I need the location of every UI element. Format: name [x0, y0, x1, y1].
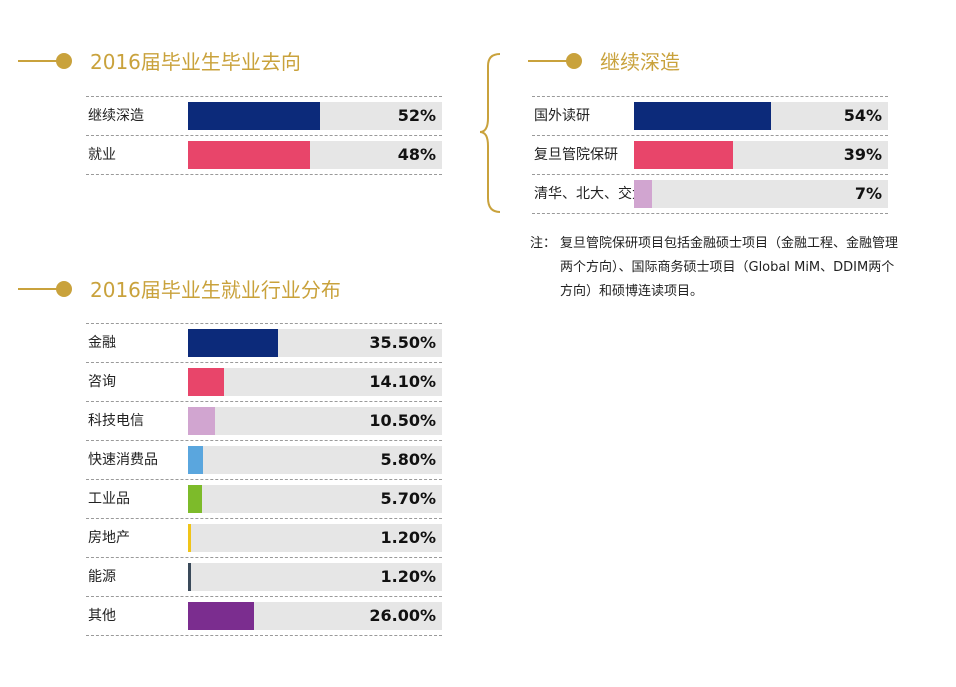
category-label: 金融 [88, 335, 116, 351]
bar [634, 102, 772, 130]
category-label: 就业 [88, 147, 116, 163]
chart-row: 复旦管院保研 39% [532, 136, 888, 175]
industry-title: 2016届毕业生就业行业分布 [18, 274, 341, 303]
bar-track: 10.50% [188, 407, 442, 435]
value-label: 7% [854, 184, 882, 203]
category-label: 能源 [88, 569, 116, 585]
bar-track: 48% [188, 141, 442, 169]
bar [634, 180, 652, 208]
chart-row: 房地产 1.20% [86, 519, 442, 558]
destination-bar-chart: 继续深造 52% 就业 48% [86, 96, 442, 175]
further-study-bar-chart: 国外读研 54% 复旦管院保研 39% 清华、北大、交大 7% [532, 96, 888, 214]
category-label: 咨询 [88, 374, 116, 390]
value-label: 5.70% [380, 489, 436, 508]
bar-track: 1.20% [188, 563, 442, 591]
industry-bar-chart: 金融 35.50% 咨询 14.10% 科技电信 10.50% 快速消费品 5.80% 工业品 5… [86, 323, 442, 636]
bar-track: 52% [188, 102, 442, 130]
chart-row: 能源 1.20% [86, 558, 442, 597]
industry-title-text: 2016届毕业生就业行业分布 [90, 278, 341, 302]
category-label: 其他 [88, 608, 116, 624]
title-line-decoration [528, 59, 568, 62]
category-label: 工业品 [88, 491, 130, 507]
title-dot-icon [56, 280, 72, 297]
bar [188, 524, 192, 552]
category-label: 继续深造 [88, 108, 144, 124]
value-label: 1.20% [380, 528, 436, 547]
destination-title: 2016届毕业生毕业去向 [18, 46, 301, 75]
title-line-decoration [18, 59, 58, 62]
bar-track: 7% [634, 180, 888, 208]
category-label: 科技电信 [88, 413, 144, 429]
bar-track: 35.50% [188, 329, 442, 357]
value-label: 26.00% [369, 606, 436, 625]
bar [188, 563, 192, 591]
value-label: 1.20% [380, 567, 436, 586]
bar [634, 141, 734, 169]
bar [188, 368, 224, 396]
chart-row: 国外读研 54% [532, 96, 888, 136]
bar [188, 446, 203, 474]
chart-row: 工业品 5.70% [86, 480, 442, 519]
value-label: 10.50% [369, 411, 436, 430]
value-label: 35.50% [369, 333, 436, 352]
chart-row: 就业 48% [86, 136, 442, 175]
category-label: 快速消费品 [88, 452, 158, 468]
category-label: 房地产 [88, 530, 130, 546]
chart-row: 清华、北大、交大 7% [532, 175, 888, 214]
chart-row: 咨询 14.10% [86, 363, 442, 402]
category-label: 清华、北大、交大 [534, 186, 646, 202]
value-label: 14.10% [369, 372, 436, 391]
bar [188, 602, 255, 630]
title-dot-icon [56, 52, 72, 69]
bar-track: 39% [634, 141, 888, 169]
value-label: 48% [397, 145, 436, 164]
curly-brace-icon [479, 53, 501, 213]
further-study-title-text: 继续深造 [600, 50, 680, 74]
bar-track: 54% [634, 102, 888, 130]
footnote-text: 复旦管院保研项目包括金融硕士项目（金融工程、金融管理两个方向）、国际商务硕士项目… [560, 236, 899, 299]
bar [188, 485, 203, 513]
title-dot-icon [566, 52, 582, 69]
chart-row: 金融 35.50% [86, 323, 442, 363]
footnote-prefix: 注： [530, 236, 557, 251]
bar [188, 329, 279, 357]
chart-row: 科技电信 10.50% [86, 402, 442, 441]
bar [188, 407, 215, 435]
title-line-decoration [18, 287, 58, 290]
bar-track: 14.10% [188, 368, 442, 396]
chart-row: 其他 26.00% [86, 597, 442, 636]
value-label: 39% [843, 145, 882, 164]
bar-track: 5.70% [188, 485, 442, 513]
category-label: 国外读研 [534, 108, 590, 124]
bar [188, 102, 321, 130]
value-label: 52% [397, 106, 436, 125]
chart-row: 快速消费品 5.80% [86, 441, 442, 480]
destination-title-text: 2016届毕业生毕业去向 [90, 50, 301, 74]
chart-row: 继续深造 52% [86, 96, 442, 136]
bar-track: 26.00% [188, 602, 442, 630]
category-label: 复旦管院保研 [534, 147, 618, 163]
bar-track: 5.80% [188, 446, 442, 474]
bar [188, 141, 310, 169]
value-label: 5.80% [380, 450, 436, 469]
footnote: 注： 复旦管院保研项目包括金融硕士项目（金融工程、金融管理两个方向）、国际商务硕… [530, 232, 900, 304]
further-study-title: 继续深造 [528, 46, 680, 75]
bar-track: 1.20% [188, 524, 442, 552]
value-label: 54% [843, 106, 882, 125]
